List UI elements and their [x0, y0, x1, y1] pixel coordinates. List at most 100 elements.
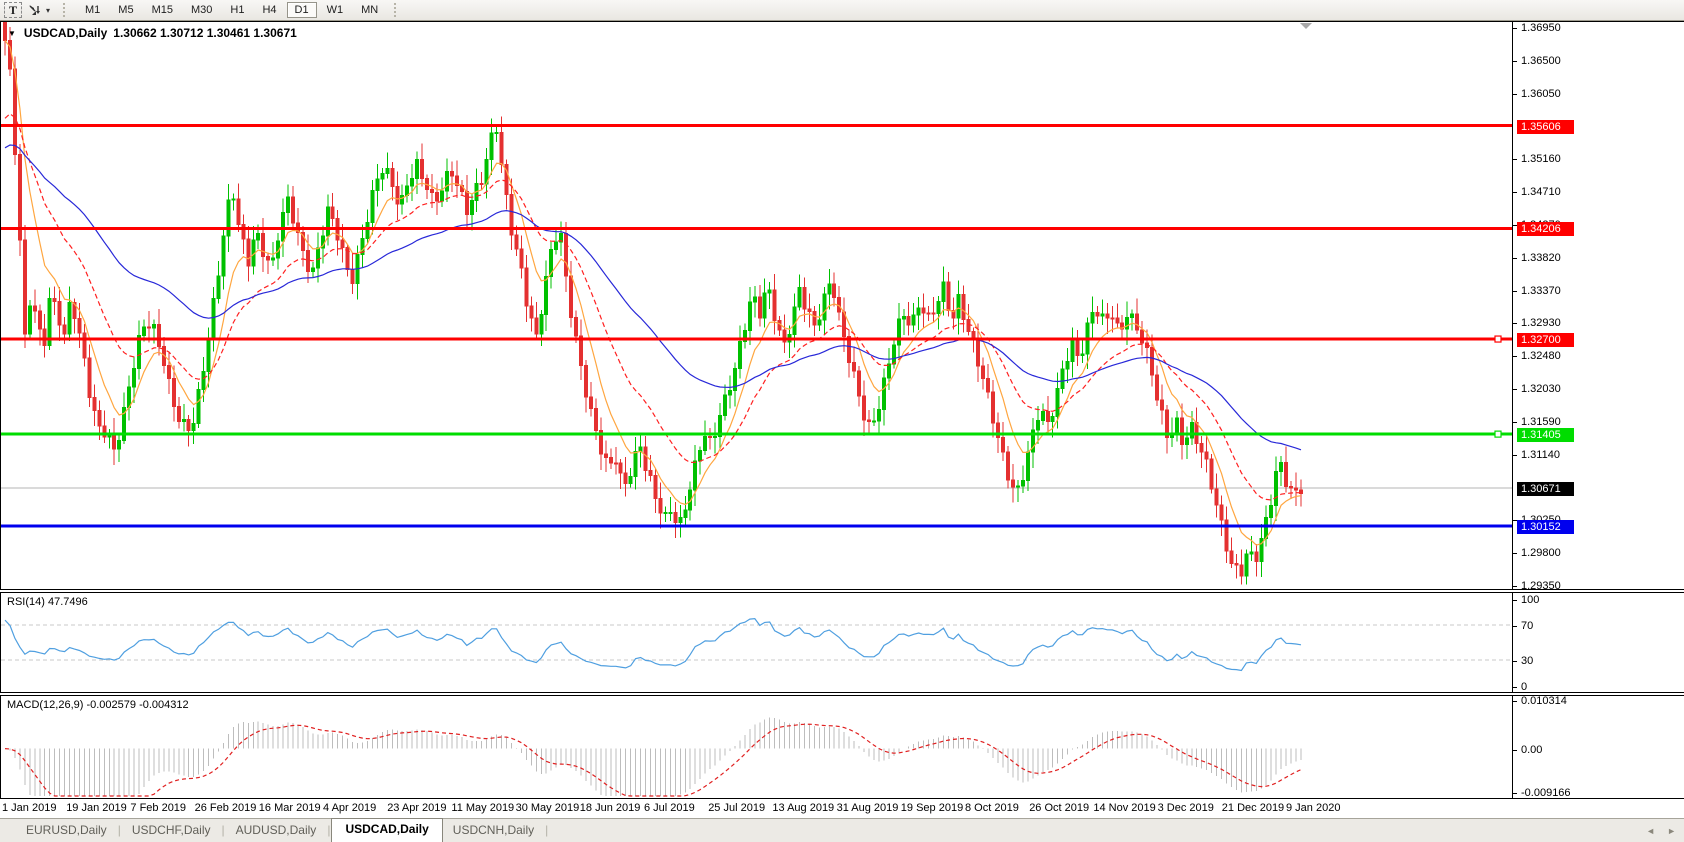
price-axis-tick: 1.35160: [1521, 153, 1561, 166]
chart-header: ▼ USDCAD,Daily 1.30662 1.30712 1.30461 1…: [8, 26, 297, 40]
macd-axis-tick: -0.009166: [1521, 786, 1571, 799]
text-tool-icon: T: [8, 2, 17, 17]
date-axis-label: 6 Jul 2019: [644, 802, 695, 814]
date-axis-label: 23 Apr 2019: [387, 802, 447, 814]
text-tool-button[interactable]: T: [4, 2, 22, 18]
timeframe-button-w1[interactable]: W1: [326, 4, 344, 16]
price-axis-tick: 1.32030: [1521, 383, 1561, 396]
price-axis-tick: 1.33370: [1521, 284, 1561, 297]
tab-separator: |: [327, 823, 331, 837]
price-axis-tick: 1.31140: [1521, 448, 1560, 461]
current-price-label: 1.30671: [1517, 482, 1574, 496]
indicator-arrows-button[interactable]: [24, 2, 44, 18]
price-axis-tick-mark: [1513, 94, 1517, 96]
timeframe-button-d1[interactable]: D1: [286, 2, 317, 18]
timeframe-button-m5[interactable]: M5: [118, 4, 134, 16]
chart-ohlc-values: 1.30662 1.30712 1.30461 1.30671: [113, 26, 297, 40]
chart-tab-audusd-daily[interactable]: AUDUSD,Daily: [235, 823, 317, 837]
price-axis-tick: 1.36050: [1521, 88, 1561, 101]
date-axis-label: 4 Apr 2019: [323, 802, 377, 814]
rsi-axis-tick: 30: [1521, 654, 1534, 667]
timeframe-button-m1[interactable]: M1: [85, 4, 101, 16]
date-axis-label: 26 Feb 2019: [194, 802, 257, 814]
chart-tab-bar: EURUSD,Daily | USDCHF,Daily | AUDUSD,Daily | U…: [0, 818, 1684, 842]
macd-axis-tick: 0.010314: [1521, 694, 1567, 707]
price-line-label: 1.31405: [1517, 428, 1574, 443]
price-axis-tick-mark: [1513, 224, 1517, 226]
macd-panel: MACD(12,26,9) -0.002579 -0.004312 0.0103…: [0, 695, 1684, 799]
date-axis-label: 1 Jan 2019: [2, 802, 57, 814]
chart-tab-usdcad-daily[interactable]: USDCAD,Daily: [331, 818, 443, 842]
chart-shift-marker[interactable]: [1300, 23, 1312, 29]
timeframe-button-mn[interactable]: MN: [361, 4, 379, 16]
date-axis-label: 7 Feb 2019: [130, 802, 187, 814]
macd-axis-tick-mark: [1513, 700, 1517, 702]
timeframe-button-h4[interactable]: H4: [262, 4, 277, 16]
candles: [3, 22, 1303, 585]
date-axis-label: 14 Nov 2019: [1093, 802, 1156, 814]
price-axis-tick-mark: [1513, 421, 1517, 423]
price-axis-tick-mark: [1513, 61, 1517, 63]
price-axis-tick: 1.29350: [1521, 580, 1561, 592]
rsi-axis-tick: 0: [1521, 681, 1528, 693]
tab-scroll-left-icon[interactable]: ◄: [1646, 826, 1656, 836]
date-axis-label: 18 Jun 2019: [579, 802, 641, 814]
chart-tab-usdchf-daily[interactable]: USDCHF,Daily: [131, 823, 211, 837]
macd-axis: 0.010314 0.00 -0.009166: [1512, 694, 1684, 799]
ma-slow-line: [4, 144, 1302, 451]
chart-tabs: EURUSD,Daily | USDCHF,Daily | AUDUSD,Daily | U…: [16, 818, 549, 842]
price-axis-tick: 1.36500: [1521, 55, 1561, 68]
rsi-axis-tick-mark: [1513, 600, 1517, 601]
rsi-axis-tick-mark: [1513, 626, 1517, 628]
date-axis-label: 13 Aug 2019: [772, 802, 835, 814]
date-axis-label: 21 Dec 2019: [1221, 802, 1285, 814]
macd-signal-line: [4, 723, 1302, 797]
price-line-label: 1.32700: [1517, 333, 1574, 348]
price-line-label: 1.34206: [1517, 222, 1574, 237]
rsi-axis: 100 70 30 0: [1512, 593, 1684, 693]
date-axis-label: 19 Jan 2019: [66, 802, 127, 814]
rsi-axis-tick: 70: [1521, 620, 1534, 633]
macd-axis-tick: 0.00: [1521, 743, 1543, 756]
rsi-plot[interactable]: [1, 593, 1512, 692]
price-axis-tick-mark: [1513, 586, 1517, 587]
price-axis-tick-mark: [1513, 356, 1517, 358]
main-toolbar: T ▾ M1 M5 M15 M30 H1 H4 D1 W1 MN: [0, 0, 1684, 21]
price-axis-tick: 1.31590: [1521, 415, 1561, 428]
hline-handle-1.31405[interactable]: [1494, 430, 1502, 438]
tab-separator: |: [221, 823, 225, 837]
macd-axis-tick-mark: [1513, 792, 1517, 794]
macd-axis-tick-mark: [1513, 749, 1517, 751]
price-axis-tick-mark: [1513, 28, 1517, 29]
rsi-label: RSI(14) 47.7496: [7, 596, 88, 608]
timeframe-button-m30[interactable]: M30: [190, 4, 213, 16]
price-axis-tick-mark: [1513, 290, 1517, 292]
date-axis-label: 30 May 2019: [515, 802, 580, 814]
price-line-label: 1.35606: [1517, 119, 1574, 134]
chart-tab-eurusd-daily[interactable]: EURUSD,Daily: [26, 823, 107, 837]
date-axis-label: 25 Jul 2019: [708, 802, 766, 814]
date-axis-label: 8 Oct 2019: [965, 802, 1019, 814]
date-axis-label: 19 Sep 2019: [900, 802, 964, 814]
tab-scroll-right-icon[interactable]: ►: [1667, 826, 1676, 836]
timeframe-button-h1[interactable]: H1: [230, 4, 245, 16]
price-axis-tick-mark: [1513, 192, 1517, 194]
price-axis-tick-mark: [1513, 454, 1517, 456]
price-axis-tick-mark: [1513, 257, 1517, 259]
chart-tab-usdcnh-daily[interactable]: USDCNH,Daily: [452, 823, 535, 837]
indicator-arrows-icon: [29, 5, 40, 15]
ma-fast-line: [4, 40, 1302, 546]
rsi-panel: RSI(14) 47.7496 100 70 30 0: [0, 592, 1684, 693]
price-axis-tick: 1.34710: [1521, 186, 1561, 199]
chart-symbol-label: USDCAD,Daily: [23, 26, 108, 40]
chart-collapse-icon[interactable]: ▼: [8, 28, 16, 38]
hline-handle-1.32700[interactable]: [1494, 335, 1502, 343]
arrows-dropdown-button[interactable]: ▾: [46, 5, 51, 15]
price-chart-panel: ▼ USDCAD,Daily 1.30662 1.30712 1.30461 1…: [0, 21, 1684, 592]
macd-plot[interactable]: [1, 696, 1512, 798]
macd-histogram: [9, 717, 1302, 796]
candlestick-plot[interactable]: [1, 22, 1512, 589]
timeframe-button-m15[interactable]: M15: [151, 4, 173, 16]
price-axis-tick: 1.33820: [1521, 251, 1561, 264]
